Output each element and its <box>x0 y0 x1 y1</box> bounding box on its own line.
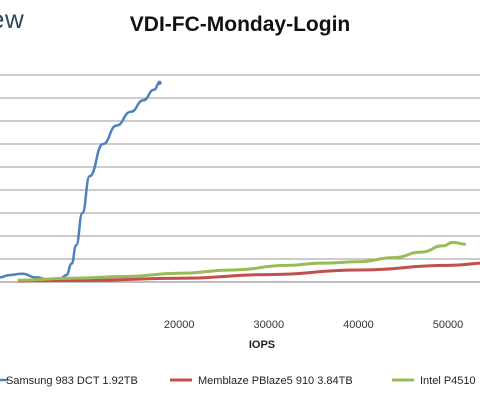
series-line-1 <box>17 261 480 283</box>
x-tick-label: 30000 <box>254 319 285 331</box>
series-line-0 <box>0 81 160 281</box>
x-tick-label: 50000 <box>433 319 464 331</box>
x-tick-labels: 02000030000400005000060000 <box>164 319 464 331</box>
series-line-2 <box>17 240 466 282</box>
legend-label-2: Intel P4510 <box>420 375 476 387</box>
legend-label-1: Memblaze PBlaze5 910 3.84TB <box>198 375 353 387</box>
legend: Samsung 983 DCT 1.92TB Memblaze PBlaze5 9… <box>0 375 476 387</box>
grid-lines <box>0 74 480 260</box>
legend-label-0: Samsung 983 DCT 1.92TB <box>6 375 138 387</box>
series-lines <box>0 80 480 283</box>
brand-logo: ew <box>0 4 25 34</box>
x-tick-label: 40000 <box>343 319 374 331</box>
x-tick-label: 20000 <box>164 319 195 331</box>
series-end-marker <box>157 80 162 86</box>
x-axis-label: IOPS <box>249 339 275 351</box>
chart-title: VDI-FC-Monday-Login <box>129 13 351 36</box>
